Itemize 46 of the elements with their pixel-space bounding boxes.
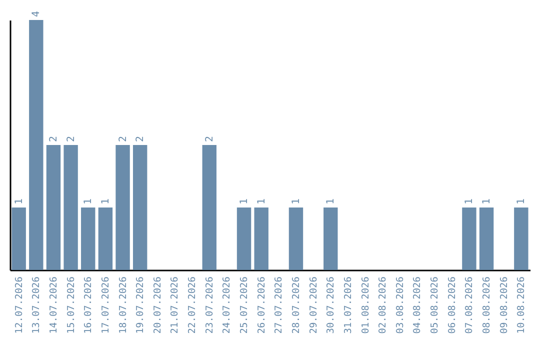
data-label: 2 bbox=[204, 136, 216, 142]
x-tick-label: 30.07.2026 bbox=[326, 276, 337, 334]
data-label: 1 bbox=[290, 198, 302, 204]
data-label: 1 bbox=[464, 198, 476, 204]
x-tick-label: 26.07.2026 bbox=[256, 276, 268, 334]
x-tick-label: 08.08.2026 bbox=[482, 276, 493, 334]
data-label: 2 bbox=[66, 136, 77, 142]
data-label: 1 bbox=[482, 198, 493, 204]
x-tick-label: 05.08.2026 bbox=[430, 276, 441, 334]
x-tick-label: 17.07.2026 bbox=[100, 276, 112, 334]
data-label: 1 bbox=[100, 198, 112, 204]
x-tick-label: 27.07.2026 bbox=[274, 276, 285, 334]
x-tick-label: 02.08.2026 bbox=[378, 276, 389, 334]
x-tick-label: 07.08.2026 bbox=[464, 276, 476, 334]
x-tick-label: 22.07.2026 bbox=[187, 276, 198, 334]
data-label: 2 bbox=[118, 136, 129, 142]
data-label: 1 bbox=[326, 198, 337, 204]
data-label: 1 bbox=[14, 198, 25, 204]
x-tick-label: 12.07.2026 bbox=[14, 276, 25, 334]
x-tick-label: 13.07.2026 bbox=[31, 276, 42, 334]
x-tick-label: 04.08.2026 bbox=[412, 276, 424, 334]
x-tick-label: 29.07.2026 bbox=[308, 276, 320, 334]
x-tick-label: 21.07.2026 bbox=[170, 276, 181, 334]
x-tick-label: 10.08.2026 bbox=[516, 276, 528, 334]
data-label: 4 bbox=[31, 10, 42, 17]
data-label: 1 bbox=[239, 198, 250, 204]
x-tick-label: 25.07.2026 bbox=[239, 276, 250, 334]
data-label: 2 bbox=[48, 136, 60, 142]
x-tick-label: 28.07.2026 bbox=[290, 276, 302, 334]
x-tick-label: 06.08.2026 bbox=[446, 276, 458, 334]
x-tick-label: 14.07.2026 bbox=[48, 276, 60, 334]
data-label: 1 bbox=[516, 198, 528, 204]
data-label: 1 bbox=[83, 198, 94, 204]
x-tick-label: 23.07.2026 bbox=[204, 276, 216, 334]
x-tick-label: 01.08.2026 bbox=[360, 276, 372, 334]
x-tick-label: 19.07.2026 bbox=[135, 276, 146, 334]
x-tick-label: 03.08.2026 bbox=[394, 276, 406, 334]
x-tick-label: 15.07.2026 bbox=[66, 276, 77, 334]
x-tick-label: 09.08.2026 bbox=[498, 276, 510, 334]
x-tick-label: 31.07.2026 bbox=[342, 276, 354, 334]
x-tick-label: 24.07.2026 bbox=[222, 276, 233, 334]
x-tick-label: 18.07.2026 bbox=[118, 276, 129, 334]
x-tick-label: 20.07.2026 bbox=[152, 276, 164, 334]
x-tick-label: 16.07.2026 bbox=[83, 276, 94, 334]
data-label: 2 bbox=[135, 136, 146, 142]
data-label: 1 bbox=[256, 198, 268, 204]
